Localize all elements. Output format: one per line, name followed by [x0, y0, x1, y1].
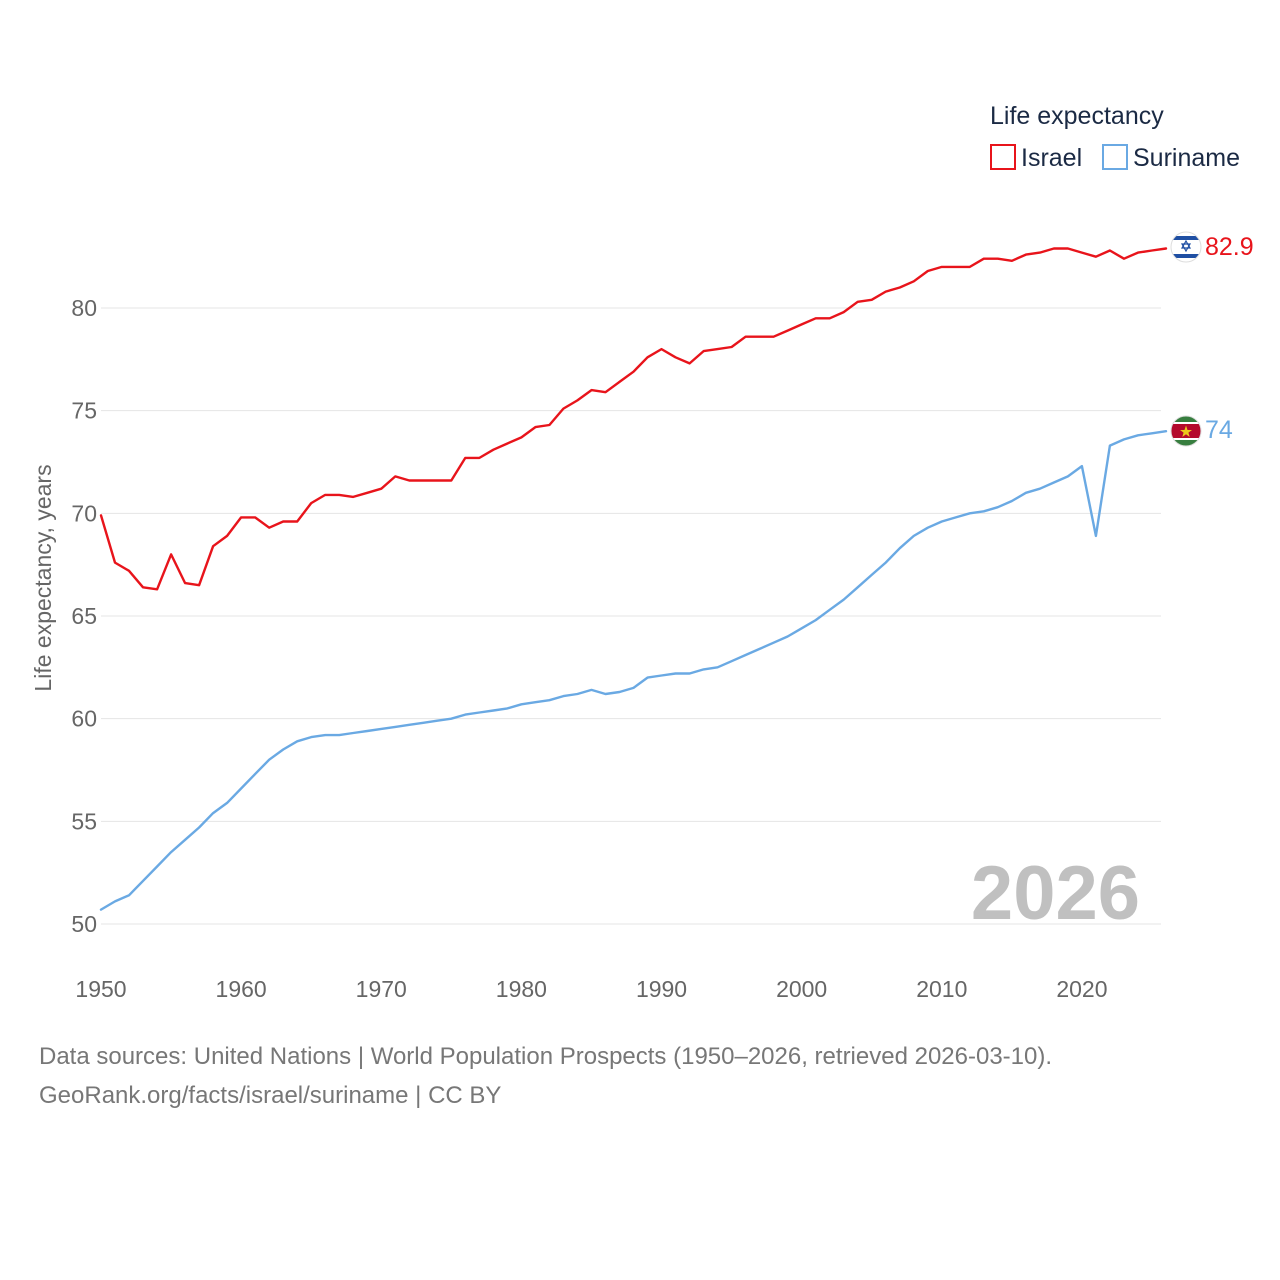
y-tick-label: 70	[71, 500, 97, 526]
end-label-israel: 82.9	[1205, 233, 1254, 261]
legend-swatch-israel[interactable]	[990, 144, 1016, 170]
year-label: 2026	[971, 851, 1140, 936]
y-tick-label: 65	[71, 603, 97, 629]
y-tick-label: 75	[71, 398, 97, 424]
y-axis-label: Life expectancy, years	[30, 464, 56, 691]
end-label-suriname: 74	[1205, 416, 1233, 444]
legend-label-israel[interactable]: Israel	[1021, 144, 1082, 172]
x-tick-label: 2000	[776, 976, 827, 1002]
israel-flag-icon	[1170, 231, 1202, 263]
x-tick-label: 1990	[636, 976, 687, 1002]
series-line-suriname[interactable]	[99, 430, 1168, 911]
x-axis-ticks: 1950 1960 1970 1980 1990 2000 2010 2020	[75, 976, 1107, 1002]
legend-label-suriname[interactable]: Suriname	[1133, 144, 1240, 172]
legend-swatch-suriname[interactable]	[1102, 144, 1128, 170]
credit-note: GeoRank.org/facts/israel/suriname | CC B…	[39, 1082, 502, 1109]
x-tick-label: 1970	[356, 976, 407, 1002]
x-tick-label: 2010	[916, 976, 967, 1002]
x-tick-label: 2020	[1056, 976, 1107, 1002]
y-tick-label: 60	[71, 706, 97, 732]
legend-title: Life expectancy	[990, 102, 1164, 130]
gridlines	[101, 307, 1161, 925]
y-tick-label: 55	[71, 808, 97, 834]
suriname-flag-icon	[1170, 415, 1202, 447]
x-tick-label: 1980	[496, 976, 547, 1002]
legend: Life expectancy Israel Suriname	[990, 102, 1240, 172]
y-axis-ticks: 50 55 60 65 70 75 80	[71, 295, 97, 937]
series-line-israel[interactable]	[99, 247, 1168, 591]
y-tick-label: 50	[71, 911, 97, 937]
y-tick-label: 80	[71, 295, 97, 321]
data-sources-note: Data sources: United Nations | World Pop…	[39, 1043, 1053, 1070]
x-tick-label: 1950	[75, 976, 126, 1002]
x-tick-label: 1960	[216, 976, 267, 1002]
series-lines	[99, 247, 1168, 911]
line-chart: 50 55 60 65 70 75 80 1950 1960 1970 1980 1990 2000 2…	[30, 102, 1254, 1002]
